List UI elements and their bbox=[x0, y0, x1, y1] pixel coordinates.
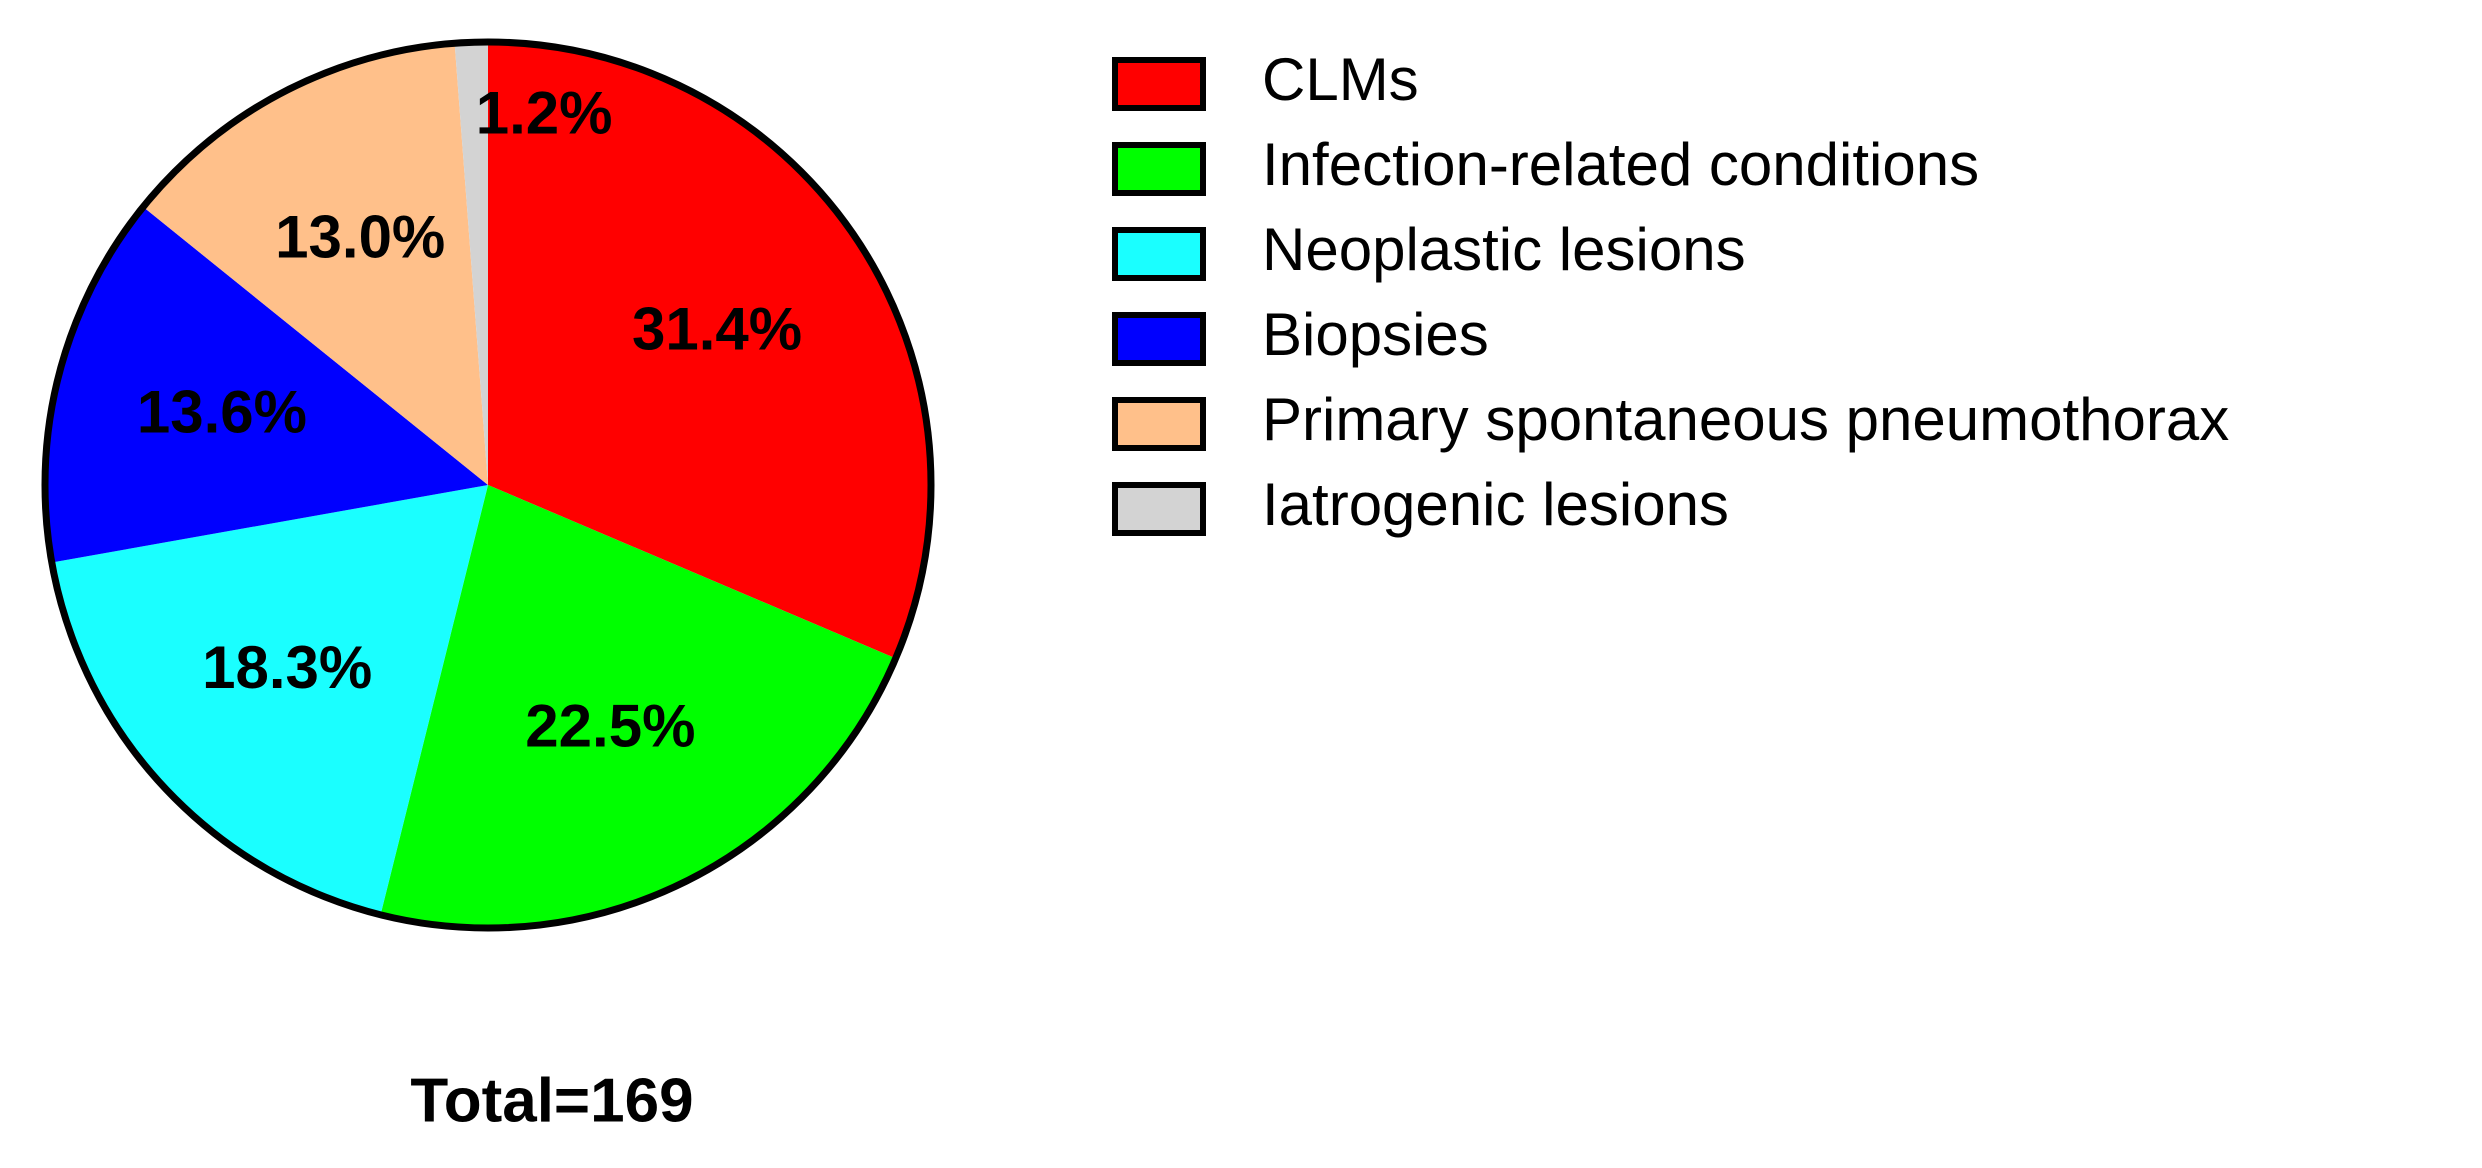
legend-label: Iatrogenic lesions bbox=[1262, 471, 1729, 538]
legend-swatch bbox=[1112, 227, 1206, 281]
legend-swatch bbox=[1112, 482, 1206, 536]
legend-label: CLMs bbox=[1262, 46, 1419, 113]
legend-swatch bbox=[1112, 142, 1206, 196]
value-label: 22.5% bbox=[525, 693, 695, 760]
pie-slice bbox=[51, 485, 488, 915]
total-annotation: Total=169 bbox=[410, 1066, 693, 1135]
legend-label: Neoplastic lesions bbox=[1262, 216, 1746, 283]
pie-slice bbox=[44, 206, 488, 563]
pie-slice bbox=[143, 43, 488, 485]
value-label: 13.6% bbox=[137, 379, 307, 446]
legend-swatch bbox=[1112, 57, 1206, 111]
pie-outline bbox=[41, 38, 935, 932]
value-label: 13.0% bbox=[275, 204, 445, 271]
legend-label: Infection-related conditions bbox=[1262, 131, 1979, 198]
pie-slice bbox=[454, 42, 488, 485]
value-label: 31.4% bbox=[632, 295, 802, 362]
legend-swatch bbox=[1112, 312, 1206, 366]
value-label: 1.2% bbox=[476, 79, 613, 146]
legend-swatch bbox=[1112, 397, 1206, 451]
legend-label: Biopsies bbox=[1262, 301, 1489, 368]
pie-slice bbox=[380, 485, 896, 928]
value-label: 18.3% bbox=[202, 634, 372, 701]
legend-label: Primary spontaneous pneumothorax bbox=[1262, 386, 2229, 453]
